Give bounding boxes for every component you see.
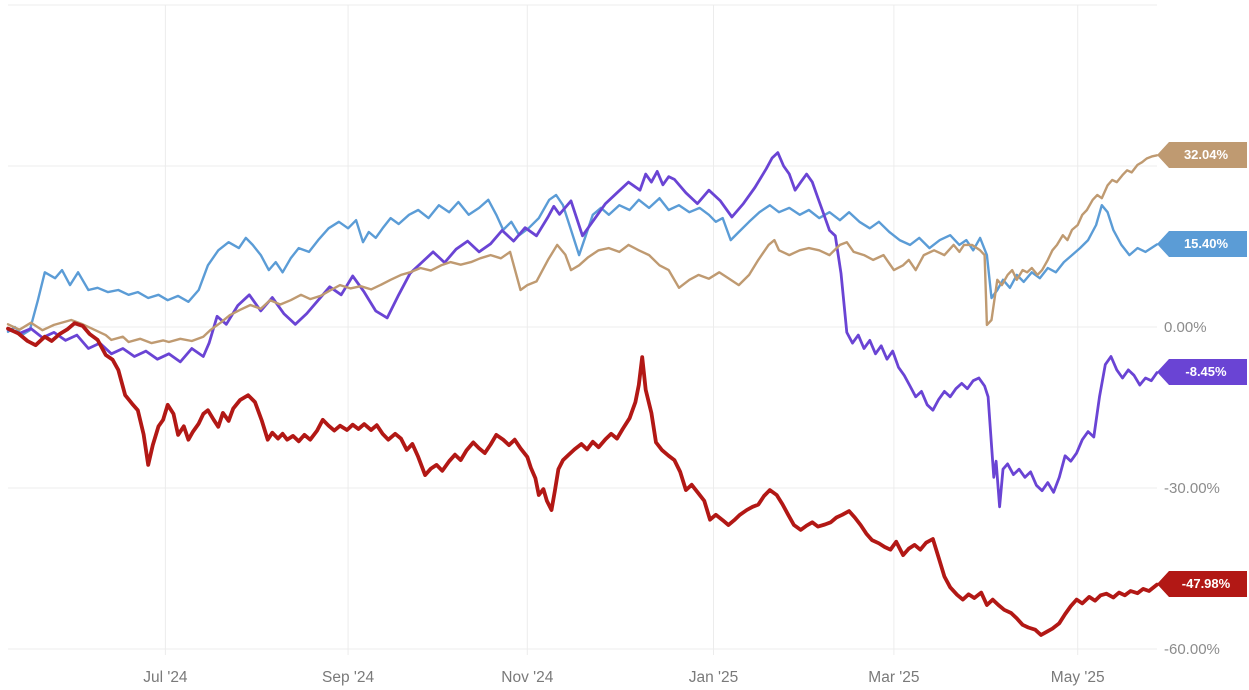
- series-red-line: [6, 321, 1159, 637]
- series-tan-line: [6, 154, 1159, 345]
- x-axis-label: Sep '24: [322, 669, 374, 686]
- y-axis-label: -60.00%: [1164, 641, 1220, 658]
- y-axis-label: -30.00%: [1164, 480, 1220, 497]
- series-blue-line: [6, 193, 1159, 337]
- series-purple-line: [6, 151, 1159, 509]
- x-axis-label: Mar '25: [868, 669, 919, 686]
- x-axis-label: May '25: [1051, 669, 1105, 686]
- x-axis-label: Nov '24: [501, 669, 553, 686]
- x-axis-label: Jan '25: [689, 669, 739, 686]
- x-axis-label: Jul '24: [143, 669, 188, 686]
- y-axis-label: 0.00%: [1164, 319, 1207, 336]
